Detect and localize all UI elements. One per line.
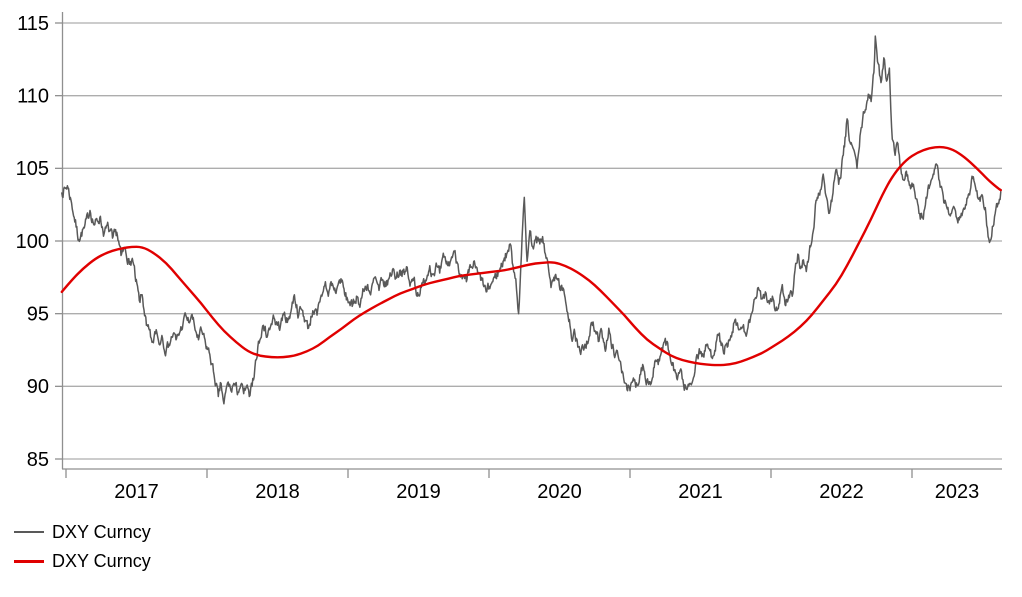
legend-label-dxy-daily: DXY Curncy (52, 522, 151, 542)
x-tick-label: 2022 (819, 481, 864, 503)
x-tick-label: 2020 (537, 481, 582, 503)
legend: DXY Curncy DXY Curncy (14, 521, 151, 572)
y-tick-label: 110 (17, 85, 49, 107)
y-tick-label: 115 (17, 13, 49, 35)
legend-label-dxy-smoothed: DXY Curncy (52, 551, 151, 571)
x-tick-label: 2019 (396, 481, 441, 503)
y-tick-label: 100 (16, 231, 49, 253)
x-tick-label: 2021 (678, 481, 723, 503)
x-tick-label: 2023 (935, 481, 980, 503)
series-line-dxy-smoothed (60, 145, 1002, 367)
legend-item-dxy-smoothed: DXY Curncy (14, 550, 151, 572)
y-tick-label: 85 (27, 449, 49, 471)
legend-swatch-red-line (14, 559, 44, 563)
y-tick-label: 95 (27, 303, 49, 325)
series-line-dxy-daily (61, 35, 1002, 405)
x-tick-label: 2018 (255, 481, 300, 503)
x-tick-label: 2017 (114, 481, 159, 503)
y-tick-label: 105 (16, 158, 49, 180)
legend-item-dxy-daily: DXY Curncy (14, 521, 151, 543)
legend-swatch-gray-line (14, 531, 44, 533)
y-tick-label: 90 (27, 376, 49, 398)
